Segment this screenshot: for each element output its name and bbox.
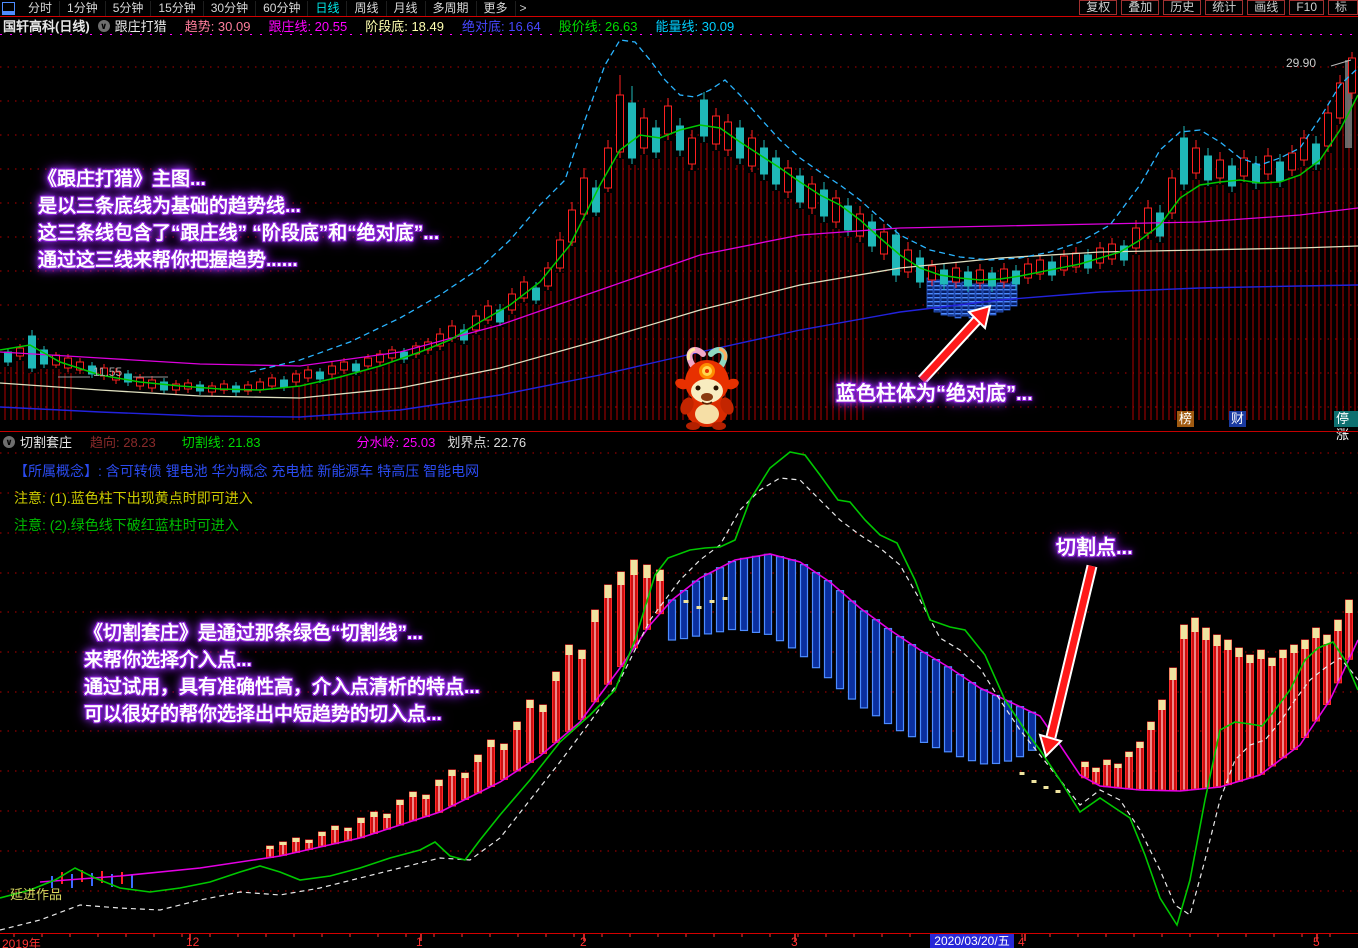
axis-label-1: 1 bbox=[416, 935, 423, 948]
collapse-icon[interactable]: ∨ bbox=[3, 435, 15, 448]
toolbar-button-统计[interactable]: 统计 bbox=[1205, 0, 1244, 15]
indicator-value-趋势: 趋势: 30.09 bbox=[184, 19, 251, 34]
collapse-icon[interactable]: ∨ bbox=[97, 19, 110, 32]
period-tab-周线[interactable]: 周线 bbox=[347, 0, 387, 16]
axis-line bbox=[0, 933, 1358, 934]
annotation-line: 通过这三线来帮你把握趋势...... bbox=[38, 250, 298, 271]
note-line-2: 注意: (2).绿色线下破红蓝柱时可进入 bbox=[14, 517, 239, 533]
annotation-line: 《切割套庄》是通过那条绿色“切割线”... bbox=[84, 623, 423, 644]
period-tab-分时[interactable]: 分时 bbox=[21, 0, 61, 16]
period-tab-1分钟[interactable]: 1分钟 bbox=[60, 0, 106, 16]
axis-label-2019年: 2019年 bbox=[2, 937, 41, 948]
high-price-label: 29.90 bbox=[1286, 56, 1317, 70]
toolbar-button-标记[interactable]: 标记 bbox=[1328, 0, 1358, 15]
annotation-line: 通过试用，具有准确性高，介入点清析的特点... bbox=[84, 677, 480, 698]
status-badge-榜[interactable]: 榜 bbox=[1177, 411, 1195, 427]
note-line-1: 注意: (1).蓝色柱下出现黄点时即可进入 bbox=[14, 490, 253, 506]
period-tab-多周期[interactable]: 多周期 bbox=[426, 0, 477, 16]
stock-title: 国轩高科(日线) bbox=[3, 19, 90, 34]
toolbar-button-复权[interactable]: 复权 bbox=[1079, 0, 1118, 15]
toolbar-button-画线[interactable]: 画线 bbox=[1247, 0, 1286, 15]
axis-label-2: 2 bbox=[580, 935, 587, 948]
sub-panel-header: ∨ 切割套庄 趋向: 28.23 切割线: 21.83 分水岭: 25.03 划界点:… bbox=[0, 433, 1358, 450]
mascot-image bbox=[675, 347, 739, 430]
watermark-text: 延进作品 bbox=[10, 887, 63, 902]
annotation-line: 可以很好的帮你选择出中短趋势的切入点... bbox=[84, 704, 442, 725]
indicator-value-股价线: 股价线: 26.63 bbox=[558, 19, 638, 34]
period-tab-30分钟[interactable]: 30分钟 bbox=[204, 0, 257, 16]
indicator-value-阶段底: 阶段底: 18.49 bbox=[365, 19, 444, 34]
axis-label-12: 12 bbox=[186, 935, 200, 948]
toolbar-button-F10[interactable]: F10 bbox=[1289, 0, 1324, 15]
indicator-value-趋向: 趋向: 28.23 bbox=[90, 435, 156, 450]
status-badge-财[interactable]: 财 bbox=[1229, 411, 1247, 427]
main-indicator-name[interactable]: 跟庄打猎 bbox=[114, 19, 167, 34]
main-panel-header: 国轩高科(日线) ∨ 跟庄打猎 趋势: 30.09 跟庄线: 20.55 阶段底: … bbox=[0, 17, 1358, 34]
sub-annotation-text: 《切割套庄》是通过那条绿色“切割线”... 来帮你选择介入点... 通过试用，具有准… bbox=[84, 620, 480, 728]
indicator-value-绝对底: 绝对底: 16.64 bbox=[461, 19, 541, 34]
status-badge-停涨[interactable]: 停涨 bbox=[1334, 411, 1358, 442]
arrow-annotations bbox=[917, 304, 1098, 758]
blue-bars-callout: 蓝色柱体为“绝对底”... bbox=[836, 383, 1033, 405]
annotation-line: 是以三条底线为基础的趋势线... bbox=[38, 196, 301, 217]
period-tab-60分钟[interactable]: 60分钟 bbox=[256, 0, 309, 16]
toolbar-button-历史[interactable]: 历史 bbox=[1163, 0, 1202, 15]
main-chart-layer bbox=[0, 33, 1358, 420]
indicator-value-分水岭: 分水岭: 25.03 bbox=[356, 435, 436, 450]
annotation-line: 这三条线包含了“跟庄线” “阶段底”和“绝对底”... bbox=[38, 223, 440, 244]
toolbar-button-叠加[interactable]: 叠加 bbox=[1121, 0, 1160, 15]
axis-label-5: 5 bbox=[1313, 935, 1320, 948]
period-tab-日线[interactable]: 日线 bbox=[308, 0, 348, 16]
app-icon[interactable] bbox=[2, 1, 15, 15]
main-indicator-values: 趋势: 30.09 跟庄线: 20.55 阶段底: 18.49 绝对底: 16.64 股… bbox=[167, 16, 735, 35]
sub-indicator-name[interactable]: 切割套庄 bbox=[20, 435, 73, 450]
toolbar-divider bbox=[0, 16, 1358, 17]
axis-label-4: 4 bbox=[1018, 935, 1025, 948]
indicator-value-跟庄线: 跟庄线: 20.55 bbox=[268, 19, 348, 34]
period-toolbar: 分时 1分钟 5分钟 15分钟 30分钟 60分钟 日线 周线 月线 多周期 更多 > bbox=[0, 0, 1358, 16]
annotation-line: 《跟庄打猎》主图... bbox=[38, 169, 206, 190]
period-tabs: 分时 1分钟 5分钟 15分钟 30分钟 60分钟 日线 周线 月线 多周期 更多 bbox=[21, 0, 516, 16]
period-tab-更多[interactable]: 更多 bbox=[477, 0, 516, 16]
period-tab-5分钟[interactable]: 5分钟 bbox=[106, 0, 152, 16]
indicator-value-划界点: 划界点: 22.76 bbox=[447, 435, 527, 450]
axis-ticks-layer bbox=[13, 933, 1331, 941]
sub-indicator-values: 趋向: 28.23 切割线: 21.83 分水岭: 25.03 划界点: 22.76 bbox=[72, 432, 526, 451]
axis-label-3: 3 bbox=[791, 935, 798, 948]
panel-divider bbox=[0, 431, 1358, 432]
indicator-value-能量线: 能量线: 30.09 bbox=[655, 19, 735, 34]
period-tab-月线[interactable]: 月线 bbox=[387, 0, 426, 16]
period-tab-15分钟[interactable]: 15分钟 bbox=[151, 0, 204, 16]
more-arrow-icon[interactable]: > bbox=[519, 1, 527, 15]
main-annotation-text: 《跟庄打猎》主图... 是以三条底线为基础的趋势线... 这三条线包含了“跟庄线” … bbox=[38, 166, 439, 274]
sub-chart-layer bbox=[0, 451, 1358, 931]
concept-line: 【所属概念】: 含可转债 锂电池 华为概念 充电桩 新能源车 特高压 智能电网 bbox=[14, 463, 480, 479]
indicator-value-切割线: 切割线: 21.83 bbox=[181, 435, 261, 450]
cut-point-callout: 切割点... bbox=[1056, 537, 1133, 559]
selected-date-badge: 2020/03/20/五 bbox=[930, 934, 1014, 948]
annotation-line: 来帮你选择介入点... bbox=[84, 650, 252, 671]
low-price-label: 11.55 bbox=[93, 365, 123, 379]
